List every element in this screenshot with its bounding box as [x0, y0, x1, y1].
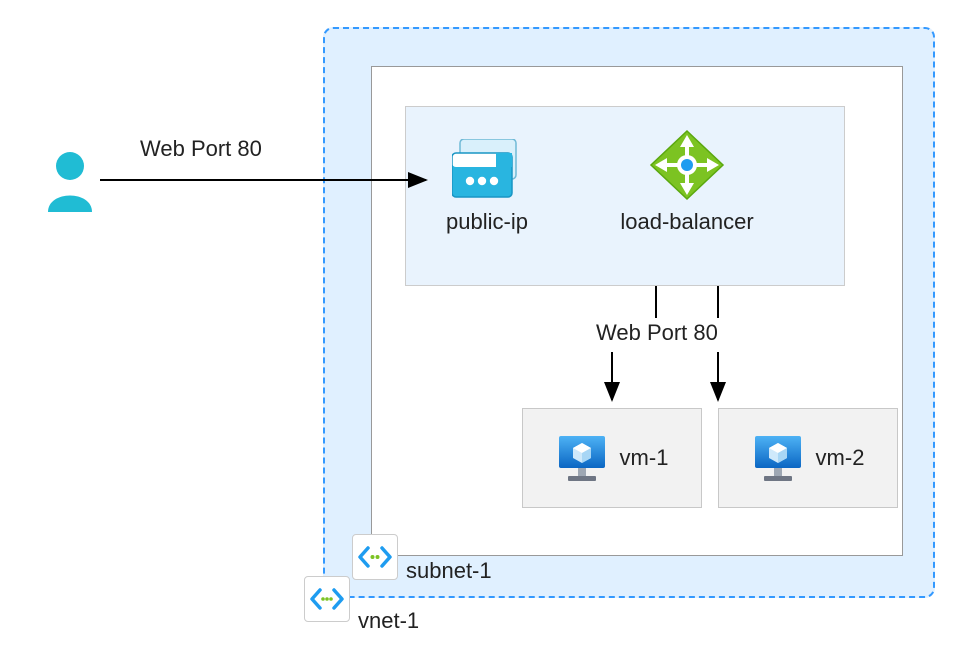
- user-icon: [42, 150, 98, 214]
- load-balancer-label: load-balancer: [620, 209, 753, 235]
- vm2-label: vm-2: [816, 445, 865, 471]
- vm2-box: vm-2: [718, 408, 898, 508]
- vnet-icon: [358, 546, 392, 568]
- public-ip-node: public-ip: [433, 139, 541, 235]
- load-balancer-icon: [647, 129, 727, 201]
- vm1-box: vm-1: [522, 408, 702, 508]
- public-ip-label: public-ip: [446, 209, 528, 235]
- user-node: [42, 150, 98, 214]
- public-ip-icon: [452, 139, 522, 201]
- vnet-icon: [310, 588, 344, 610]
- web-port-top-label: Web Port 80: [140, 136, 262, 162]
- subnet-badge: [352, 534, 398, 580]
- vm-icon: [556, 432, 608, 484]
- web-port-bottom-label: Web Port 80: [596, 320, 718, 346]
- load-balancer-node: load-balancer: [627, 129, 747, 235]
- vm1-label: vm-1: [620, 445, 669, 471]
- diagram-canvas: Web Port 80 public-ip: [0, 0, 969, 669]
- vm-icon: [752, 432, 804, 484]
- vnet-badge: [304, 576, 350, 622]
- subnet-label: subnet-1: [406, 558, 492, 584]
- vnet-label: vnet-1: [358, 608, 419, 634]
